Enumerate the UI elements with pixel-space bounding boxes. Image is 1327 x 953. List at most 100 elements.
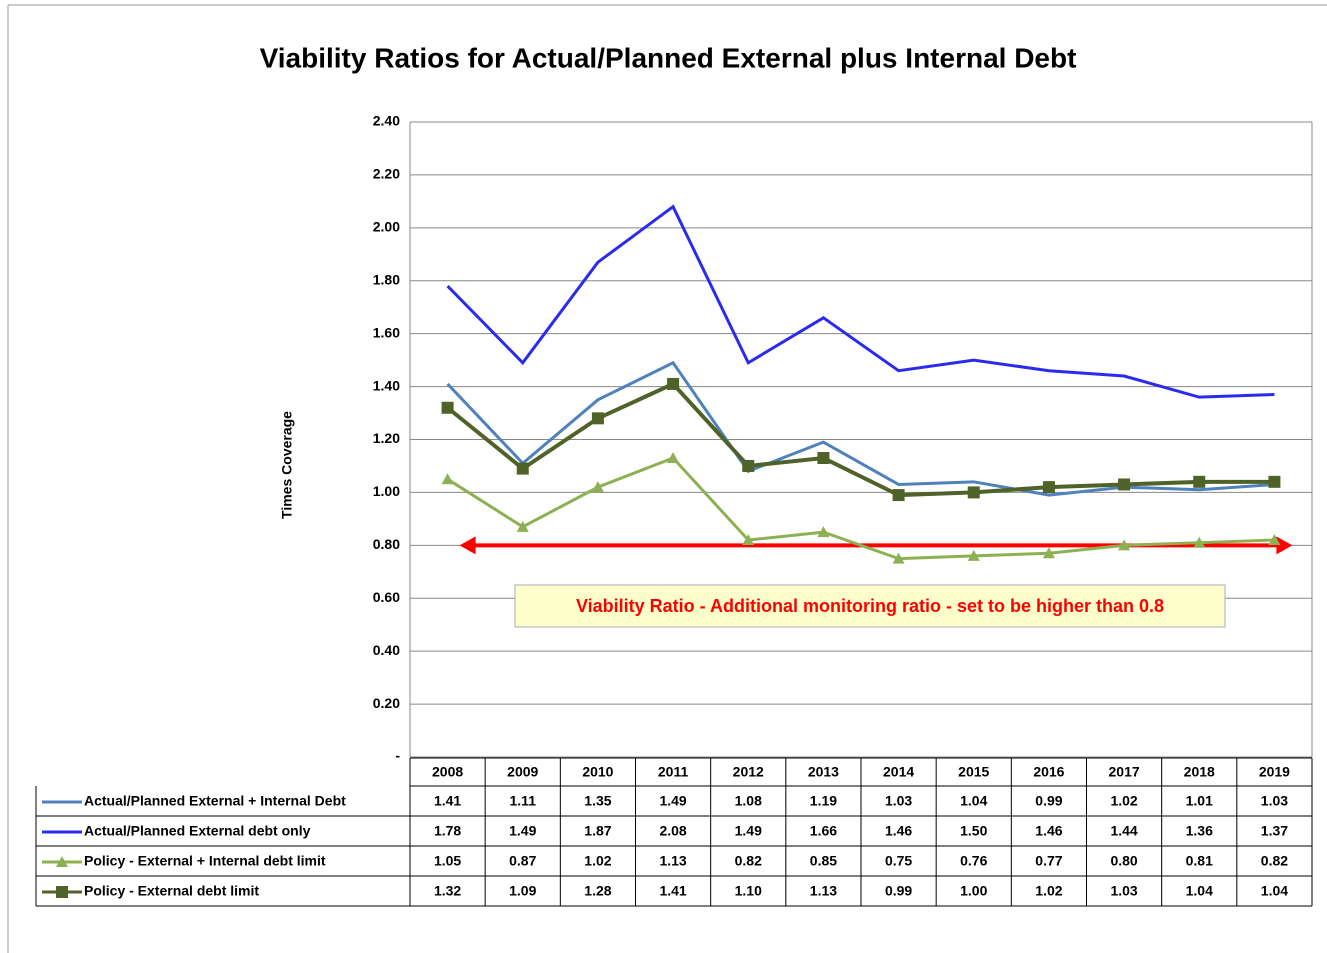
table-value: 1.49	[509, 823, 536, 839]
table-value: 1.08	[735, 793, 762, 809]
table-value: 0.81	[1186, 853, 1213, 869]
marker	[1118, 539, 1131, 551]
y-tick-label: 1.20	[373, 430, 400, 446]
marker	[892, 552, 905, 564]
table-value: 0.87	[509, 853, 536, 869]
table-value: 1.10	[735, 883, 762, 899]
table-value: 0.80	[1110, 853, 1137, 869]
series-line	[446, 456, 1275, 561]
marker	[1193, 475, 1206, 488]
table-value: 1.49	[659, 793, 686, 809]
y-tick-label: 1.40	[373, 377, 400, 393]
y-tick-label: 0.40	[373, 642, 400, 658]
table-value: 1.05	[434, 853, 461, 869]
table-value: 1.04	[1261, 883, 1288, 899]
chart-title: Viability Ratios for Actual/Planned Exte…	[260, 42, 1077, 73]
table-value: 1.02	[1110, 793, 1137, 809]
marker	[516, 462, 529, 475]
y-tick-label: 0.60	[373, 589, 400, 605]
table-value: 1.13	[659, 853, 686, 869]
table-value: 2.08	[659, 823, 686, 839]
table-value: 1.50	[960, 823, 987, 839]
marker	[892, 489, 905, 502]
table-value: 1.37	[1261, 823, 1288, 839]
y-tick-label: 1.00	[373, 483, 400, 499]
legend-label: Actual/Planned External debt only	[84, 823, 311, 839]
table-value: 0.82	[1261, 853, 1288, 869]
table-value: 1.11	[510, 793, 537, 809]
table-value: 0.77	[1035, 853, 1062, 869]
marker	[667, 377, 680, 390]
x-tick-label: 2018	[1184, 764, 1215, 780]
marker	[967, 549, 980, 561]
table-value: 1.09	[509, 883, 536, 899]
table-value: 1.66	[810, 823, 837, 839]
table-value: 1.41	[659, 883, 686, 899]
table-value: 0.75	[885, 853, 912, 869]
table-value: 1.87	[584, 823, 611, 839]
x-tick-label: 2017	[1109, 764, 1140, 780]
table-value: 1.02	[584, 853, 611, 869]
x-tick-label: 2013	[808, 764, 839, 780]
annotation-box	[514, 584, 1226, 628]
table-value: 0.82	[735, 853, 762, 869]
y-axis-label: Times Coverage	[279, 411, 295, 519]
marker	[1268, 475, 1281, 488]
y-tick-label: 0.20	[373, 695, 400, 711]
legend-label: Actual/Planned External + Internal Debt	[84, 793, 346, 809]
table-value: 1.00	[960, 883, 987, 899]
annotation: Viability Ratio - Additional monitoring …	[576, 596, 1164, 616]
y-tick-label: -	[395, 748, 400, 764]
table-value: 1.46	[1035, 823, 1062, 839]
table-value: 1.78	[434, 823, 461, 839]
series-line	[446, 381, 1275, 498]
x-tick-label: 2016	[1033, 764, 1064, 780]
x-tick-label: 2011	[658, 764, 689, 780]
table-value: 1.04	[1186, 883, 1213, 899]
table-value: 1.44	[1110, 823, 1137, 839]
marker	[1118, 478, 1131, 491]
x-tick-label: 2012	[733, 764, 764, 780]
arrow-head	[459, 536, 476, 555]
marker	[742, 534, 755, 546]
marker	[817, 526, 830, 538]
legend-label: Policy - External debt limit	[84, 883, 259, 899]
x-tick-label: 2014	[883, 764, 914, 780]
table-value: 0.99	[1035, 793, 1062, 809]
table-value: 1.35	[584, 793, 611, 809]
x-tick-label: 2008	[432, 764, 463, 780]
table-value: 0.76	[960, 853, 987, 869]
table-value: 1.02	[1035, 883, 1062, 899]
arrow-head	[1276, 536, 1293, 555]
marker	[1193, 536, 1206, 548]
table-value: 0.99	[885, 883, 912, 899]
marker	[56, 886, 68, 898]
table-value: 1.04	[960, 793, 987, 809]
table-value: 1.41	[434, 793, 461, 809]
x-tick-label: 2010	[582, 764, 613, 780]
marker	[591, 412, 604, 425]
table-value: 1.32	[434, 883, 461, 899]
y-tick-label: 1.80	[373, 271, 400, 287]
table-value: 0.85	[810, 853, 837, 869]
y-tick-label: 2.40	[373, 113, 400, 129]
marker	[667, 452, 680, 464]
marker	[967, 486, 980, 499]
marker	[441, 401, 454, 414]
table-value: 1.13	[810, 883, 837, 899]
y-tick-label: 2.20	[373, 166, 400, 182]
marker	[1268, 534, 1281, 546]
x-tick-label: 2009	[507, 764, 538, 780]
table-value: 1.46	[885, 823, 912, 839]
x-tick-label: 2019	[1259, 764, 1290, 780]
table-value: 1.49	[735, 823, 762, 839]
marker	[591, 481, 604, 493]
y-tick-label: 2.00	[373, 219, 400, 235]
legend-label: Policy - External + Internal debt limit	[84, 853, 326, 869]
x-tick-label: 2015	[958, 764, 989, 780]
table-value: 1.03	[1110, 883, 1137, 899]
series-line	[446, 204, 1275, 399]
table-value: 1.03	[885, 793, 912, 809]
marker	[516, 520, 529, 532]
